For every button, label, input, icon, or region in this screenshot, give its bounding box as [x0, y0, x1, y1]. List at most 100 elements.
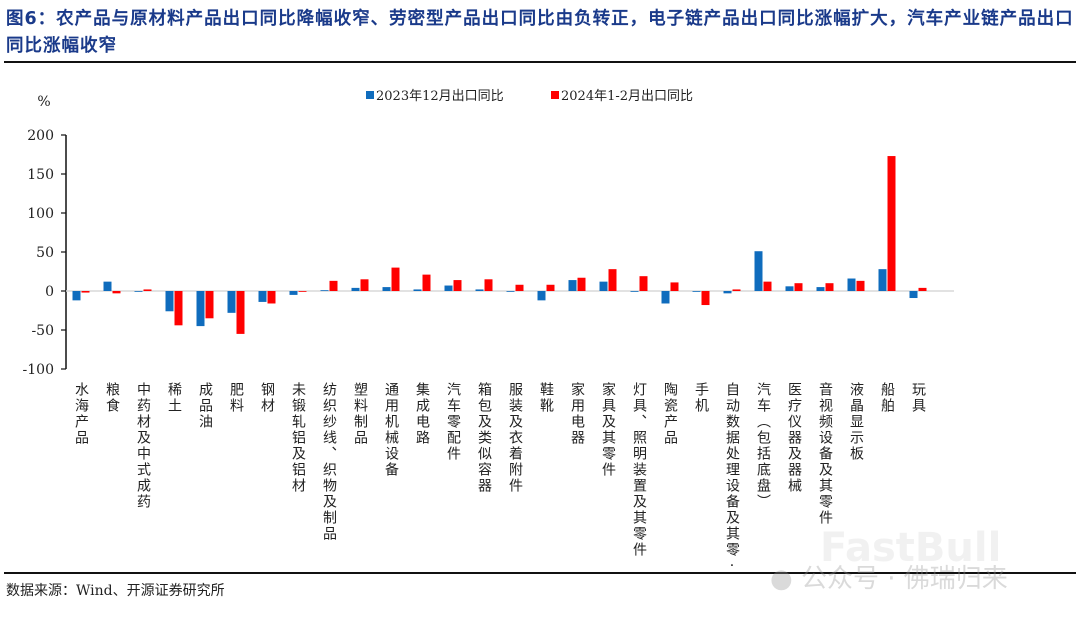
bar-2024-01-02 [329, 280, 338, 291]
bar-2023-12 [413, 289, 422, 291]
bar-2024-01-02 [732, 289, 741, 291]
bar-2023-12 [227, 291, 236, 313]
bar-2024-01-02 [143, 289, 152, 291]
x-tick-label: 汽车零配件 [445, 382, 461, 462]
bar-2023-12 [444, 285, 453, 291]
x-tick-label: 纺织纱线、织物及制品 [321, 382, 337, 542]
bar-2023-12 [692, 291, 701, 292]
x-tick-label: 船舶 [879, 382, 895, 414]
bar-2023-12 [196, 291, 205, 327]
bar-2024-01-02 [577, 277, 586, 291]
bar-2023-12 [351, 287, 360, 291]
bar-2023-12 [847, 278, 856, 291]
y-tick-label: -50 [31, 323, 54, 339]
x-tick-label: 自动数据处理设备及其零· [724, 382, 740, 576]
bar-2023-12 [568, 280, 577, 291]
legend-label: 2023年12月出口同比 [376, 89, 504, 104]
x-tick-label: 钢材 [259, 382, 275, 414]
bar-2024-01-02 [639, 276, 648, 291]
bar-2024-01-02 [360, 279, 369, 291]
bar-2023-12 [475, 289, 484, 291]
bar-2024-01-02 [825, 283, 834, 291]
source-divider [4, 572, 1076, 574]
bar-2024-01-02 [422, 274, 431, 291]
x-tick-label: 成品油 [197, 382, 213, 430]
title-divider [4, 61, 1076, 63]
bar-2024-01-02 [484, 279, 493, 291]
bar-2024-01-02 [267, 291, 276, 304]
bar-2024-01-02 [112, 291, 121, 294]
bar-2024-01-02 [453, 280, 462, 291]
bar-2023-12 [506, 291, 515, 292]
bar-2024-01-02 [81, 291, 90, 293]
bar-2024-01-02 [918, 287, 927, 291]
bar-2023-12 [165, 291, 174, 312]
x-tick-label: 汽车（包括底盘） [755, 382, 771, 510]
x-tick-label: 通用机械设备 [383, 382, 399, 478]
bar-2024-01-02 [236, 291, 245, 334]
watermark: ● 公众号 · 佛瑞归来 [770, 564, 1008, 594]
bar-2023-12 [537, 291, 546, 301]
y-tick-label: 0 [45, 284, 54, 300]
bar-2024-01-02 [391, 267, 400, 291]
bar-2024-01-02 [515, 284, 524, 291]
x-tick-label: 未锻轧铝及铝材 [290, 382, 306, 494]
bar-2024-01-02 [856, 280, 865, 291]
x-tick-label: 中药材及中式成药 [135, 382, 151, 510]
y-tick-label: 150 [27, 167, 54, 183]
bar-2023-12 [258, 291, 267, 302]
bar-2023-12 [320, 290, 329, 292]
bar-2024-01-02 [298, 291, 307, 292]
bar-2023-12 [785, 286, 794, 291]
legend-swatch [366, 91, 374, 99]
x-tick-label: 集成电路 [414, 381, 430, 446]
bar-2023-12 [723, 291, 732, 294]
bar-2023-12 [289, 291, 298, 295]
bar-2023-12 [382, 287, 391, 291]
bar-2023-12 [72, 291, 81, 301]
x-tick-label: 服装及衣着附件 [507, 382, 523, 494]
x-tick-label: 玩具 [910, 382, 926, 414]
figure-title: 图6：农产品与原材料产品出口同比降幅收窄、劳密型产品出口同比由负转正，电子链产品… [6, 9, 1074, 56]
bar-2023-12 [134, 291, 143, 292]
bar-2023-12 [816, 287, 825, 291]
bar-2023-12 [661, 291, 670, 304]
x-tick-label: 家具及其零件 [600, 381, 616, 478]
bar-2023-12 [878, 269, 887, 291]
x-tick-label: 鞋靴 [538, 382, 554, 414]
y-tick-label: 200 [27, 128, 54, 144]
bar-2023-12 [754, 251, 763, 291]
x-tick-label: 水海产品 [73, 382, 89, 446]
x-tick-label: 液晶显示板 [848, 382, 864, 462]
x-tick-label: 音视频设备及其零件 [817, 381, 833, 526]
watermark-logo: FastBull [820, 525, 1002, 571]
bar-2024-01-02 [763, 281, 772, 291]
bar-2024-01-02 [608, 269, 617, 291]
x-tick-label: 塑料制品 [352, 382, 368, 446]
y-tick-label: -100 [23, 362, 54, 378]
y-tick-label: 50 [36, 245, 54, 261]
x-tick-label: 医疗仪器及器械 [786, 382, 802, 494]
bar-2023-12 [103, 281, 112, 291]
data-source: 数据来源：Wind、开源证券研究所 [6, 583, 225, 599]
legend-swatch [551, 91, 559, 99]
bar-2024-01-02 [546, 284, 555, 291]
y-axis-unit: % [37, 94, 50, 110]
bar-2024-01-02 [205, 291, 214, 319]
bar-2024-01-02 [887, 156, 896, 291]
x-tick-label: 箱包及类似容器 [476, 382, 492, 494]
bar-2023-12 [599, 281, 608, 291]
x-tick-label: 粮食 [104, 382, 120, 414]
bar-2024-01-02 [670, 282, 679, 291]
legend-label: 2024年1-2月出口同比 [561, 89, 693, 104]
x-tick-label: 陶瓷产品 [662, 382, 678, 446]
bar-2023-12 [630, 291, 639, 292]
y-tick-label: 100 [27, 206, 54, 222]
x-tick-label: 家用电器 [569, 381, 585, 446]
x-tick-label: 肥料 [228, 382, 244, 414]
x-tick-label: 手机 [693, 382, 709, 414]
x-tick-label: 灯具、照明装置及其零件 [631, 382, 647, 558]
bar-2024-01-02 [701, 291, 710, 306]
